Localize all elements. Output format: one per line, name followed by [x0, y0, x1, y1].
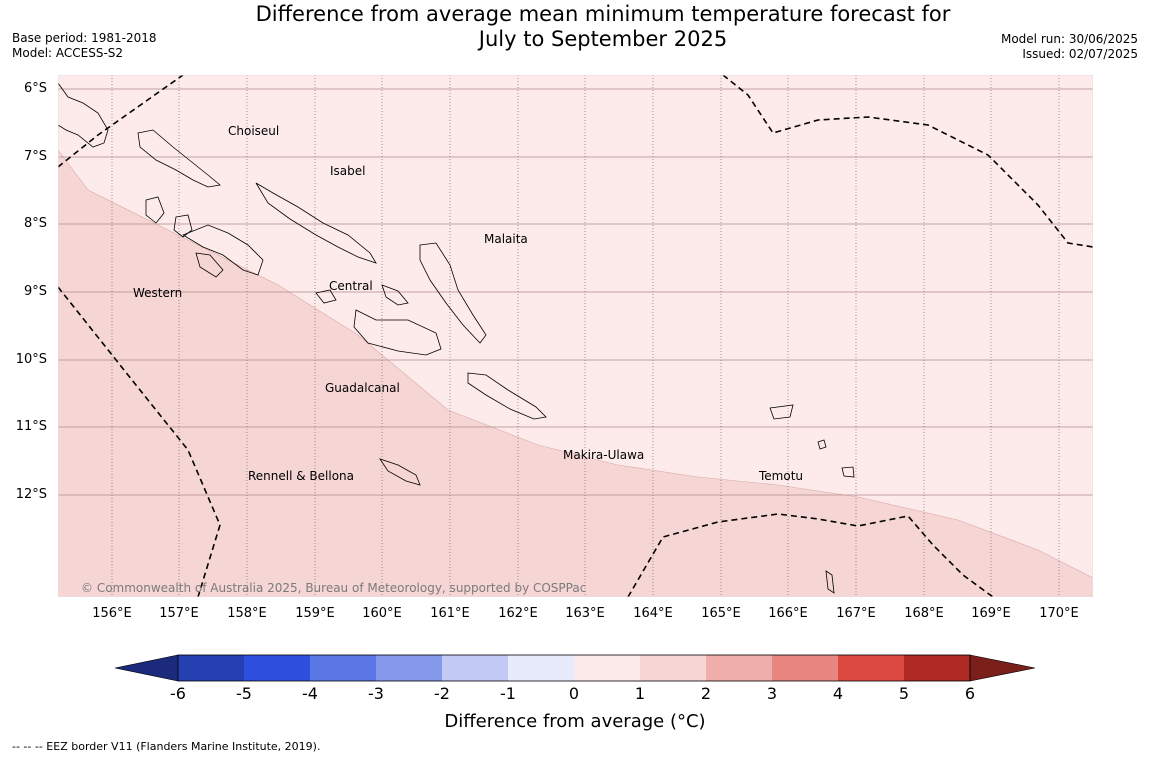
island-choiseul: [137, 129, 221, 188]
copyright-notice: © Commonwealth of Australia 2025, Bureau…: [81, 581, 586, 595]
colorbar-swatch: [640, 655, 706, 681]
meta-right: Model run: 30/06/2025 Issued: 02/07/2025: [1001, 32, 1138, 62]
lon-label: 164°E: [633, 606, 673, 621]
place-label: Temotu: [758, 469, 803, 483]
colorbar-frame: [177, 654, 971, 682]
model-name: Model: ACCESS-S2: [12, 46, 124, 60]
coastlines: [58, 82, 855, 594]
island-vanikoro: [841, 466, 855, 478]
lat-label: 10°S: [15, 352, 47, 367]
island-rennell: [379, 458, 421, 486]
lon-label: 159°E: [295, 606, 335, 621]
colorbar-swatch: [244, 655, 310, 681]
colorbar-swatch: [376, 655, 442, 681]
colorbar-swatch: [838, 655, 904, 681]
latitude-lines: [58, 88, 1093, 496]
model-run: Model run: 30/06/2025: [1000, 32, 1138, 46]
colorbar-swatch: [442, 655, 508, 681]
colorbar-tick: -6: [170, 684, 186, 703]
lon-label: 160°E: [362, 606, 402, 621]
colorbar-tick: -2: [434, 684, 450, 703]
island-bougainville: [58, 82, 109, 148]
map-panel: Choiseul Isabel Malaita Western Central …: [58, 75, 1093, 597]
place-label: Isabel: [330, 164, 365, 178]
place-label: Rennell & Bellona: [248, 469, 354, 483]
island-utupua: [817, 439, 827, 450]
lon-label: 156°E: [92, 606, 132, 621]
lon-label: 157°E: [159, 606, 199, 621]
lon-label: 165°E: [701, 606, 741, 621]
colorbar-tick: 6: [964, 684, 976, 703]
lon-label: 167°E: [836, 606, 876, 621]
place-label: Western: [133, 286, 182, 300]
chart-title: Difference from average mean minimum tem…: [200, 2, 1006, 52]
longitude-lines: [111, 75, 1060, 597]
title-line-2: July to September 2025: [478, 27, 728, 51]
place-label: Central: [329, 279, 373, 293]
colorbar-swatch: [706, 655, 772, 681]
colorbar-tick: 4: [832, 684, 844, 703]
island-small-south: [825, 570, 835, 594]
colorbar: [114, 654, 1036, 682]
colorbar-tick: -4: [302, 684, 318, 703]
colorbar-extend-low: [114, 654, 179, 682]
lon-label: 166°E: [768, 606, 808, 621]
place-label: Choiseul: [228, 124, 279, 138]
place-label: Malaita: [484, 232, 528, 246]
island-malaita: [419, 242, 487, 344]
colorbar-tick: -1: [500, 684, 516, 703]
colorbar-swatch: [310, 655, 376, 681]
lat-label: 12°S: [15, 487, 47, 502]
lon-label: 170°E: [1039, 606, 1079, 621]
colorbar-tick: -5: [236, 684, 252, 703]
lat-label: 7°S: [23, 149, 47, 164]
base-period: Base period: 1981-2018: [12, 31, 157, 45]
eez-border: [58, 75, 1093, 597]
colorbar-tick: 3: [766, 684, 778, 703]
issued-date: Issued: 02/07/2025: [1022, 47, 1138, 61]
lat-label: 9°S: [23, 284, 47, 299]
colorbar-swatch: [574, 655, 640, 681]
lon-label: 158°E: [227, 606, 267, 621]
colorbar-tick: 5: [898, 684, 910, 703]
colorbar-swatch: [508, 655, 574, 681]
island-santa-cruz: [769, 404, 794, 420]
lon-label: 162°E: [498, 606, 538, 621]
eez-footnote: -- -- -- EEZ border V11 (Flanders Marine…: [12, 740, 321, 753]
colorbar-swatch: [178, 655, 244, 681]
island-rendova: [195, 252, 224, 278]
colorbar-extend-high: [969, 654, 1036, 682]
colorbar-swatch: [904, 655, 970, 681]
island-savo: [315, 289, 337, 304]
place-label: Makira-Ulawa: [563, 448, 644, 462]
lat-label: 11°S: [15, 419, 47, 434]
lon-label: 161°E: [430, 606, 470, 621]
lat-label: 6°S: [23, 81, 47, 96]
lon-label: 168°E: [904, 606, 944, 621]
meta-left: Base period: 1981-2018 Model: ACCESS-S2: [12, 31, 157, 61]
lat-label: 8°S: [23, 216, 47, 231]
lon-label: 163°E: [565, 606, 605, 621]
island-makira: [467, 372, 547, 420]
island-isabel: [255, 182, 377, 264]
island-vella-lavella: [145, 196, 165, 224]
colorbar-swatch: [772, 655, 838, 681]
lon-label: 169°E: [971, 606, 1011, 621]
colorbar-tick: -3: [368, 684, 384, 703]
colorbar-tick: 2: [700, 684, 712, 703]
colorbar-tick: 0: [568, 684, 580, 703]
island-florida: [381, 284, 409, 306]
colorbar-label: Difference from average (°C): [444, 711, 706, 732]
band-1-to-2: [58, 149, 1093, 597]
place-label: Guadalcanal: [325, 381, 400, 395]
colorbar-tick: 1: [634, 684, 646, 703]
island-guadalcanal: [353, 309, 442, 356]
title-line-1: Difference from average mean minimum tem…: [255, 2, 951, 26]
island-new-georgia: [182, 224, 264, 276]
